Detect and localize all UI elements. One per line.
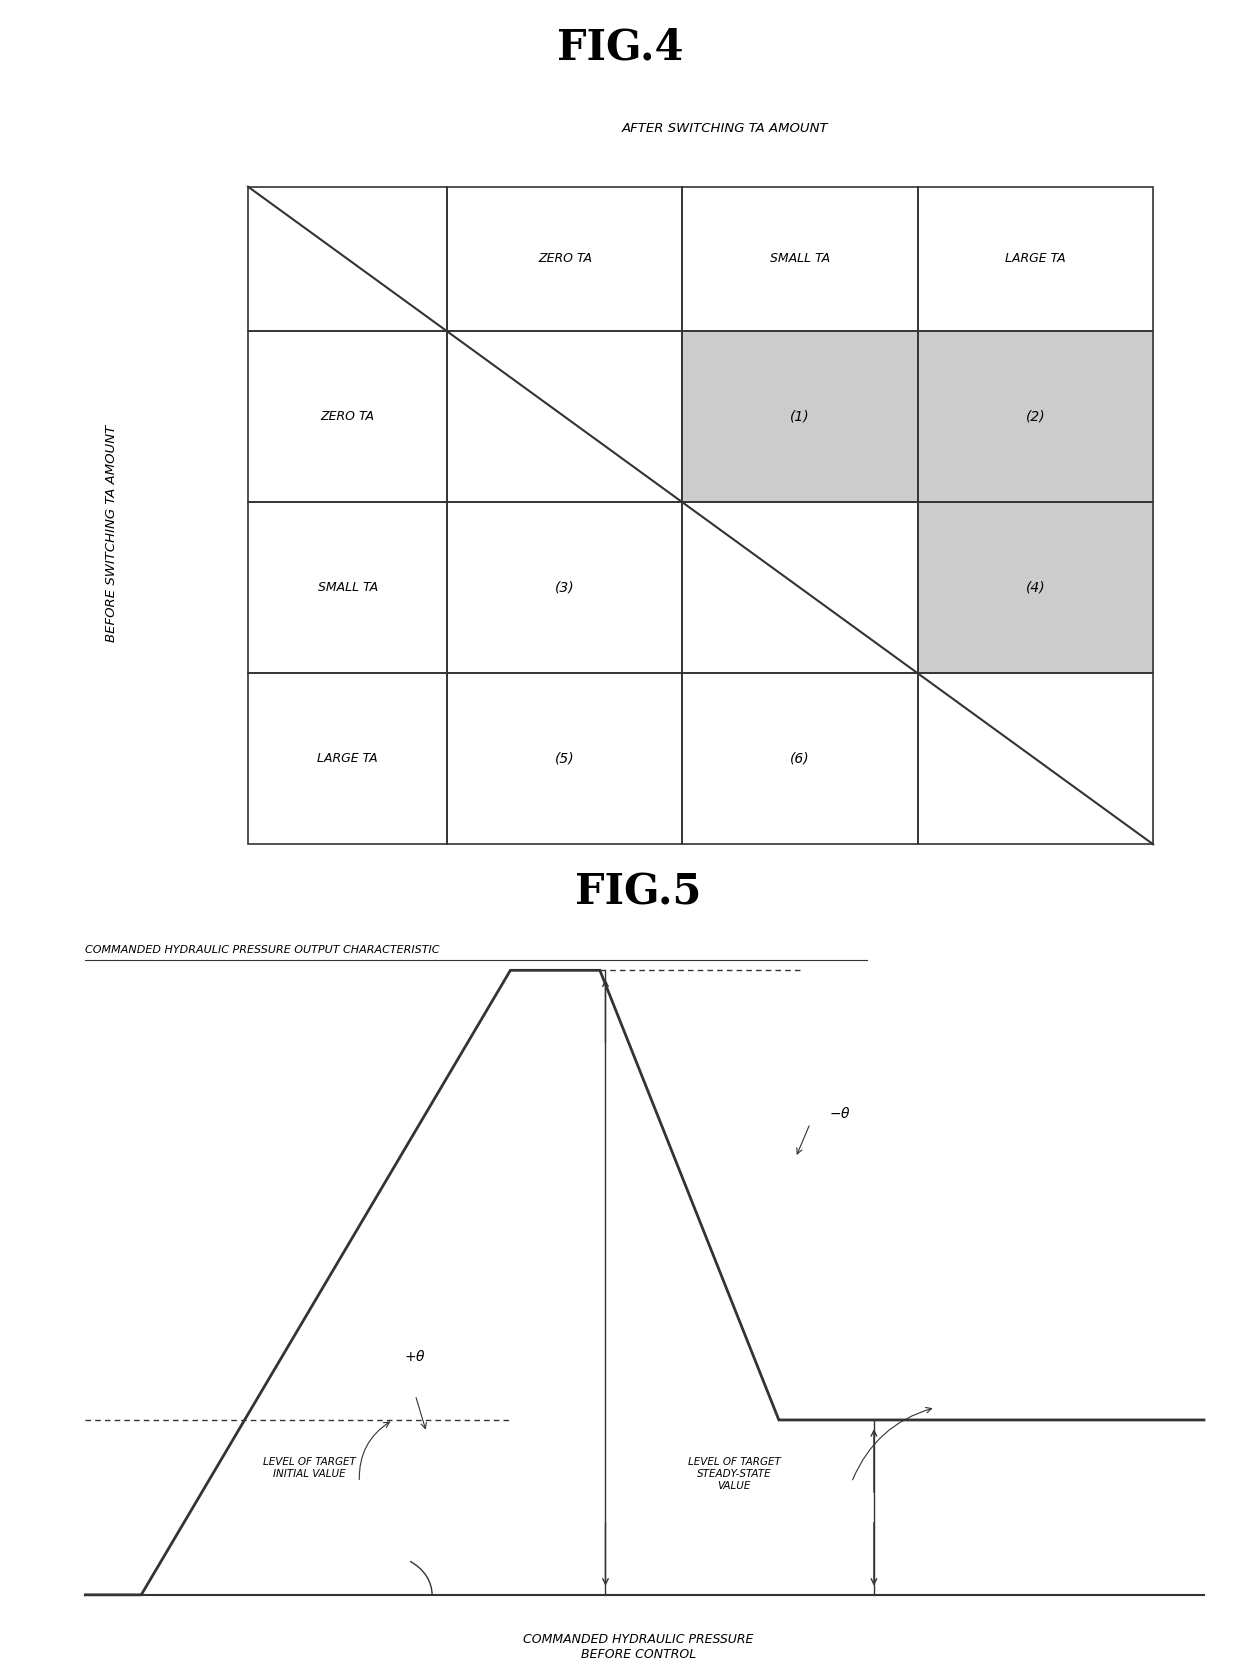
Bar	[448, 503, 682, 674]
Text: COMMANDED HYDRAULIC PRESSURE OUTPUT CHARACTERISTIC: COMMANDED HYDRAULIC PRESSURE OUTPUT CHAR…	[86, 944, 440, 954]
Bar	[448, 332, 682, 503]
Text: (5): (5)	[556, 751, 574, 766]
Text: COMMANDED HYDRAULIC PRESSURE
BEFORE CONTROL: COMMANDED HYDRAULIC PRESSURE BEFORE CONT…	[523, 1633, 754, 1660]
Bar	[918, 332, 1153, 503]
Text: BEFORE SWITCHING TA AMOUNT: BEFORE SWITCHING TA AMOUNT	[105, 424, 118, 642]
Text: $-\theta$: $-\theta$	[830, 1107, 851, 1122]
Bar	[248, 674, 448, 845]
Bar	[918, 674, 1153, 845]
Text: ZERO TA: ZERO TA	[321, 411, 374, 423]
Text: ZERO TA: ZERO TA	[538, 253, 591, 265]
Bar	[682, 332, 918, 503]
Text: (6): (6)	[790, 751, 810, 766]
Bar	[248, 332, 448, 503]
Text: (3): (3)	[556, 580, 574, 595]
Bar	[448, 186, 682, 332]
Text: LEVEL OF TARGET
INITIAL VALUE: LEVEL OF TARGET INITIAL VALUE	[263, 1457, 356, 1479]
Text: (2): (2)	[1025, 409, 1045, 424]
Bar	[248, 503, 448, 674]
Text: LARGE TA: LARGE TA	[1006, 253, 1066, 265]
Bar	[918, 503, 1153, 674]
Bar	[682, 674, 918, 845]
Bar	[918, 332, 1153, 503]
Bar	[918, 186, 1153, 332]
Text: FIG.5: FIG.5	[575, 872, 702, 914]
Bar	[248, 186, 448, 332]
Text: AFTER SWITCHING TA AMOUNT: AFTER SWITCHING TA AMOUNT	[622, 122, 828, 136]
Text: SMALL TA: SMALL TA	[317, 582, 378, 594]
Bar	[682, 503, 918, 674]
Text: $+\theta$: $+\theta$	[404, 1348, 427, 1363]
Text: SMALL TA: SMALL TA	[770, 253, 831, 265]
Text: FIG.4: FIG.4	[557, 27, 683, 69]
Text: LEVEL OF TARGET
STEADY-STATE
VALUE: LEVEL OF TARGET STEADY-STATE VALUE	[688, 1457, 780, 1491]
Text: (1): (1)	[790, 409, 810, 424]
Text: LARGE TA: LARGE TA	[317, 753, 378, 765]
Bar	[682, 332, 918, 503]
Bar	[918, 503, 1153, 674]
Bar	[682, 186, 918, 332]
Text: (4): (4)	[1025, 580, 1045, 595]
Bar	[448, 674, 682, 845]
